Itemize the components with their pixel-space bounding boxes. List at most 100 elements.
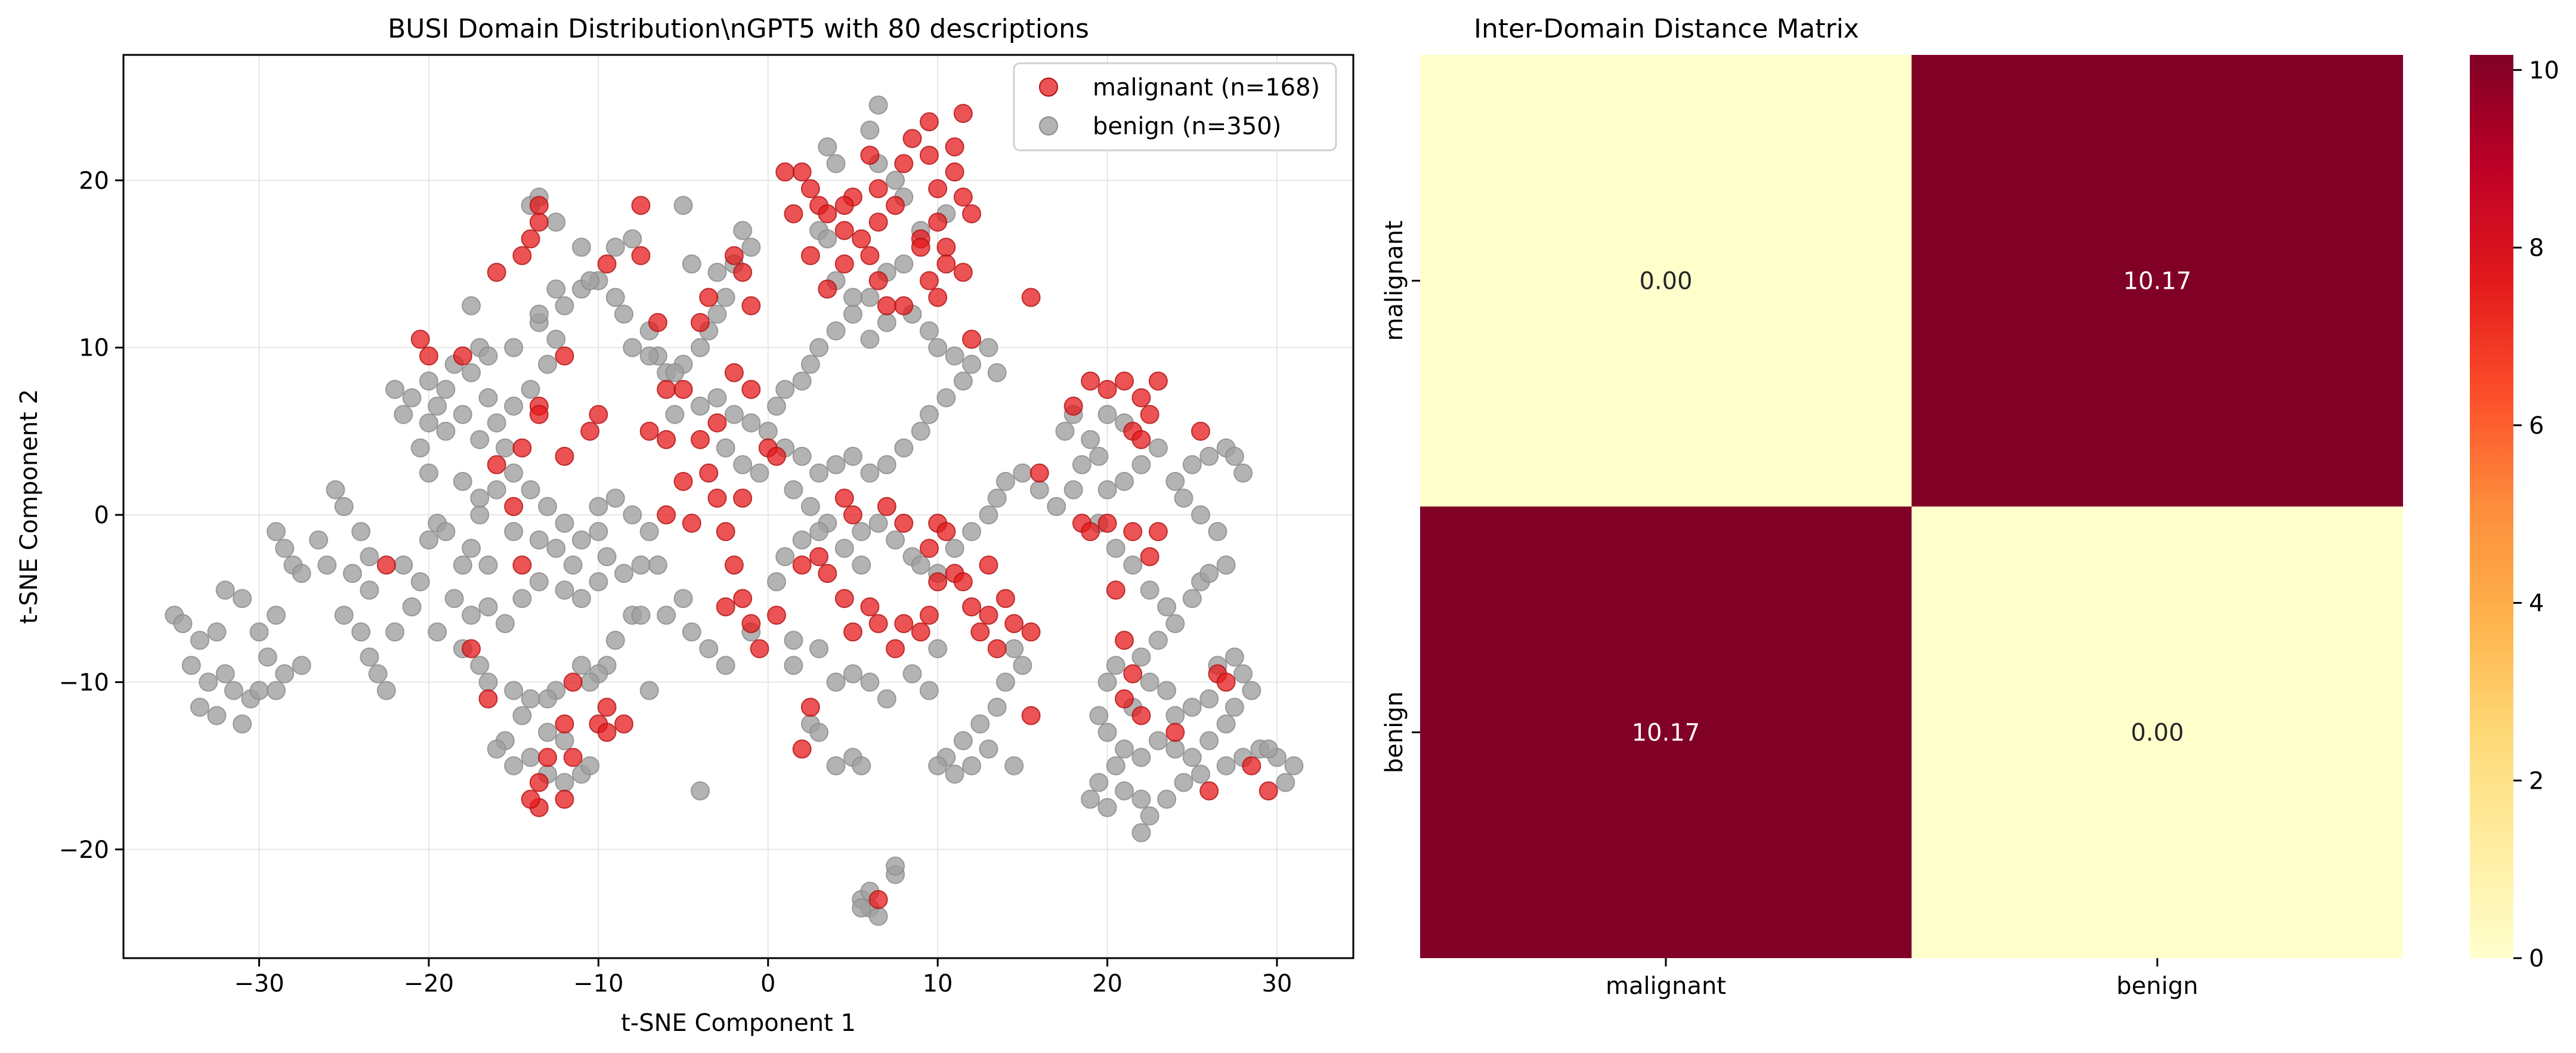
benign-point [945, 346, 964, 366]
benign-point [224, 681, 243, 700]
benign-point [631, 555, 651, 575]
y-tick-label: −10 [59, 669, 109, 696]
benign-point [1174, 773, 1193, 792]
benign-point [233, 589, 252, 609]
benign-point [886, 171, 905, 190]
malignant-point [800, 246, 820, 265]
malignant-point [936, 254, 956, 274]
benign-point [504, 396, 524, 416]
malignant-point [919, 146, 939, 165]
benign-point [809, 463, 829, 483]
heatmap-cell [1420, 507, 1912, 958]
benign-point [733, 221, 753, 240]
legend-marker-benign [1039, 116, 1058, 135]
benign-point [818, 137, 837, 157]
benign-point [987, 363, 1007, 382]
benign-point [623, 338, 642, 357]
benign-point [495, 614, 515, 634]
x-tick-label: −20 [404, 970, 454, 998]
benign-point [1165, 471, 1185, 491]
malignant-point [512, 438, 532, 458]
malignant-point [631, 196, 651, 215]
benign-point [877, 313, 896, 332]
malignant-point [911, 237, 930, 257]
malignant-point [834, 221, 854, 240]
benign-point [571, 530, 591, 550]
malignant-point [1004, 614, 1024, 634]
malignant-point [953, 572, 973, 592]
x-tick-label: −30 [234, 970, 284, 998]
malignant-point [691, 430, 710, 449]
benign-point [555, 731, 574, 751]
heatmap-cell-value: 0.00 [1639, 268, 1692, 295]
malignant-point [512, 246, 532, 265]
benign-point [504, 522, 524, 542]
benign-point [953, 371, 973, 391]
malignant-point [979, 555, 998, 575]
benign-point [462, 539, 481, 558]
legend-marker-malignant [1039, 78, 1058, 97]
malignant-point [1021, 706, 1041, 725]
benign-point [1047, 497, 1066, 516]
benign-point [860, 463, 880, 483]
benign-point [970, 714, 990, 734]
benign-point [215, 580, 235, 600]
benign-point [419, 463, 438, 483]
x-tick-label: 30 [1262, 970, 1292, 998]
benign-point [1208, 522, 1227, 542]
benign-point [504, 463, 524, 483]
scatter-y-axis-label: t-SNE Component 2 [16, 389, 43, 624]
malignant-point [699, 288, 719, 307]
malignant-point [818, 564, 837, 583]
malignant-point [462, 639, 481, 659]
benign-point [546, 539, 566, 558]
malignant-point [741, 379, 761, 399]
benign-point [1013, 463, 1032, 483]
benign-point [462, 296, 481, 316]
malignant-point [1021, 622, 1041, 642]
x-tick-label: −10 [573, 970, 623, 998]
scatter-points [165, 95, 1304, 926]
benign-point [1148, 438, 1168, 458]
malignant-point [733, 589, 753, 609]
malignant-point [1123, 522, 1143, 542]
benign-point [995, 672, 1015, 692]
benign-point [657, 606, 676, 625]
malignant-point [1115, 689, 1134, 709]
benign-point [852, 756, 871, 776]
benign-point [826, 672, 846, 692]
malignant-point [1140, 404, 1159, 424]
malignant-point [877, 497, 896, 516]
benign-point [716, 288, 735, 307]
benign-point [1097, 404, 1117, 424]
benign-point [462, 606, 481, 625]
benign-point [623, 505, 642, 525]
benign-point [419, 530, 438, 550]
malignant-point [580, 421, 600, 441]
malignant-point [1106, 580, 1125, 600]
benign-point [673, 589, 693, 609]
benign-point [580, 271, 600, 291]
benign-point [1081, 789, 1100, 809]
malignant-point [860, 246, 880, 265]
benign-point [724, 404, 744, 424]
benign-point [538, 722, 558, 742]
benign-point [928, 756, 948, 776]
benign-point [495, 438, 515, 458]
malignant-point [512, 555, 532, 575]
benign-point [487, 480, 506, 499]
malignant-point [657, 430, 676, 449]
benign-point [1182, 589, 1202, 609]
benign-point [266, 681, 286, 700]
malignant-point [868, 614, 888, 634]
benign-point [351, 622, 371, 642]
benign-point [843, 288, 862, 307]
benign-point [555, 296, 574, 316]
malignant-point [657, 505, 676, 525]
benign-point [962, 522, 982, 542]
benign-point [1258, 739, 1278, 759]
benign-point [589, 497, 608, 516]
malignant-point [919, 539, 939, 558]
malignant-point [936, 237, 956, 257]
x-tick-label: 10 [923, 970, 953, 998]
